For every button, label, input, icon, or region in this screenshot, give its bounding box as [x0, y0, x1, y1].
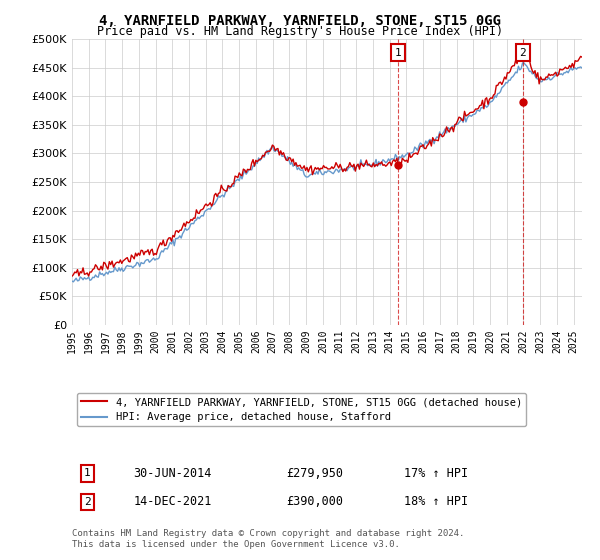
- Text: 2: 2: [520, 48, 526, 58]
- Legend: 4, YARNFIELD PARKWAY, YARNFIELD, STONE, ST15 0GG (detached house), HPI: Average : 4, YARNFIELD PARKWAY, YARNFIELD, STONE, …: [77, 393, 526, 426]
- Text: 30-JUN-2014: 30-JUN-2014: [133, 467, 212, 480]
- Text: 1: 1: [395, 48, 401, 58]
- Text: 2: 2: [84, 497, 91, 507]
- Text: 17% ↑ HPI: 17% ↑ HPI: [404, 467, 467, 480]
- Text: 18% ↑ HPI: 18% ↑ HPI: [404, 496, 467, 508]
- Text: £279,950: £279,950: [286, 467, 343, 480]
- Text: £390,000: £390,000: [286, 496, 343, 508]
- Text: Contains HM Land Registry data © Crown copyright and database right 2024.
This d: Contains HM Land Registry data © Crown c…: [72, 529, 464, 549]
- Text: 4, YARNFIELD PARKWAY, YARNFIELD, STONE, ST15 0GG: 4, YARNFIELD PARKWAY, YARNFIELD, STONE, …: [99, 14, 501, 28]
- Text: Price paid vs. HM Land Registry's House Price Index (HPI): Price paid vs. HM Land Registry's House …: [97, 25, 503, 38]
- Text: 14-DEC-2021: 14-DEC-2021: [133, 496, 212, 508]
- Text: 1: 1: [84, 468, 91, 478]
